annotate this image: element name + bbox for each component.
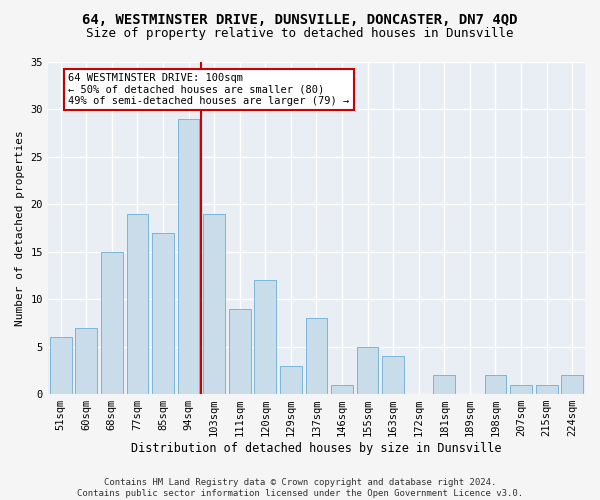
Text: Contains HM Land Registry data © Crown copyright and database right 2024.
Contai: Contains HM Land Registry data © Crown c…	[77, 478, 523, 498]
Bar	[510, 384, 532, 394]
Bar	[203, 214, 225, 394]
Bar	[562, 375, 583, 394]
Bar	[76, 328, 97, 394]
Bar	[331, 384, 353, 394]
Bar	[382, 356, 404, 394]
Bar	[305, 318, 328, 394]
Bar	[178, 118, 199, 394]
Bar	[229, 308, 251, 394]
Y-axis label: Number of detached properties: Number of detached properties	[15, 130, 25, 326]
Bar	[50, 337, 71, 394]
Bar	[485, 375, 506, 394]
Bar	[433, 375, 455, 394]
Bar	[101, 252, 123, 394]
Bar	[280, 366, 302, 394]
Bar	[254, 280, 276, 394]
Bar	[152, 232, 174, 394]
Text: 64, WESTMINSTER DRIVE, DUNSVILLE, DONCASTER, DN7 4QD: 64, WESTMINSTER DRIVE, DUNSVILLE, DONCAS…	[82, 12, 518, 26]
Text: Size of property relative to detached houses in Dunsville: Size of property relative to detached ho…	[86, 28, 514, 40]
Text: 64 WESTMINSTER DRIVE: 100sqm
← 50% of detached houses are smaller (80)
49% of se: 64 WESTMINSTER DRIVE: 100sqm ← 50% of de…	[68, 73, 350, 106]
Bar	[127, 214, 148, 394]
Bar	[357, 346, 379, 394]
X-axis label: Distribution of detached houses by size in Dunsville: Distribution of detached houses by size …	[131, 442, 502, 455]
Bar	[536, 384, 557, 394]
